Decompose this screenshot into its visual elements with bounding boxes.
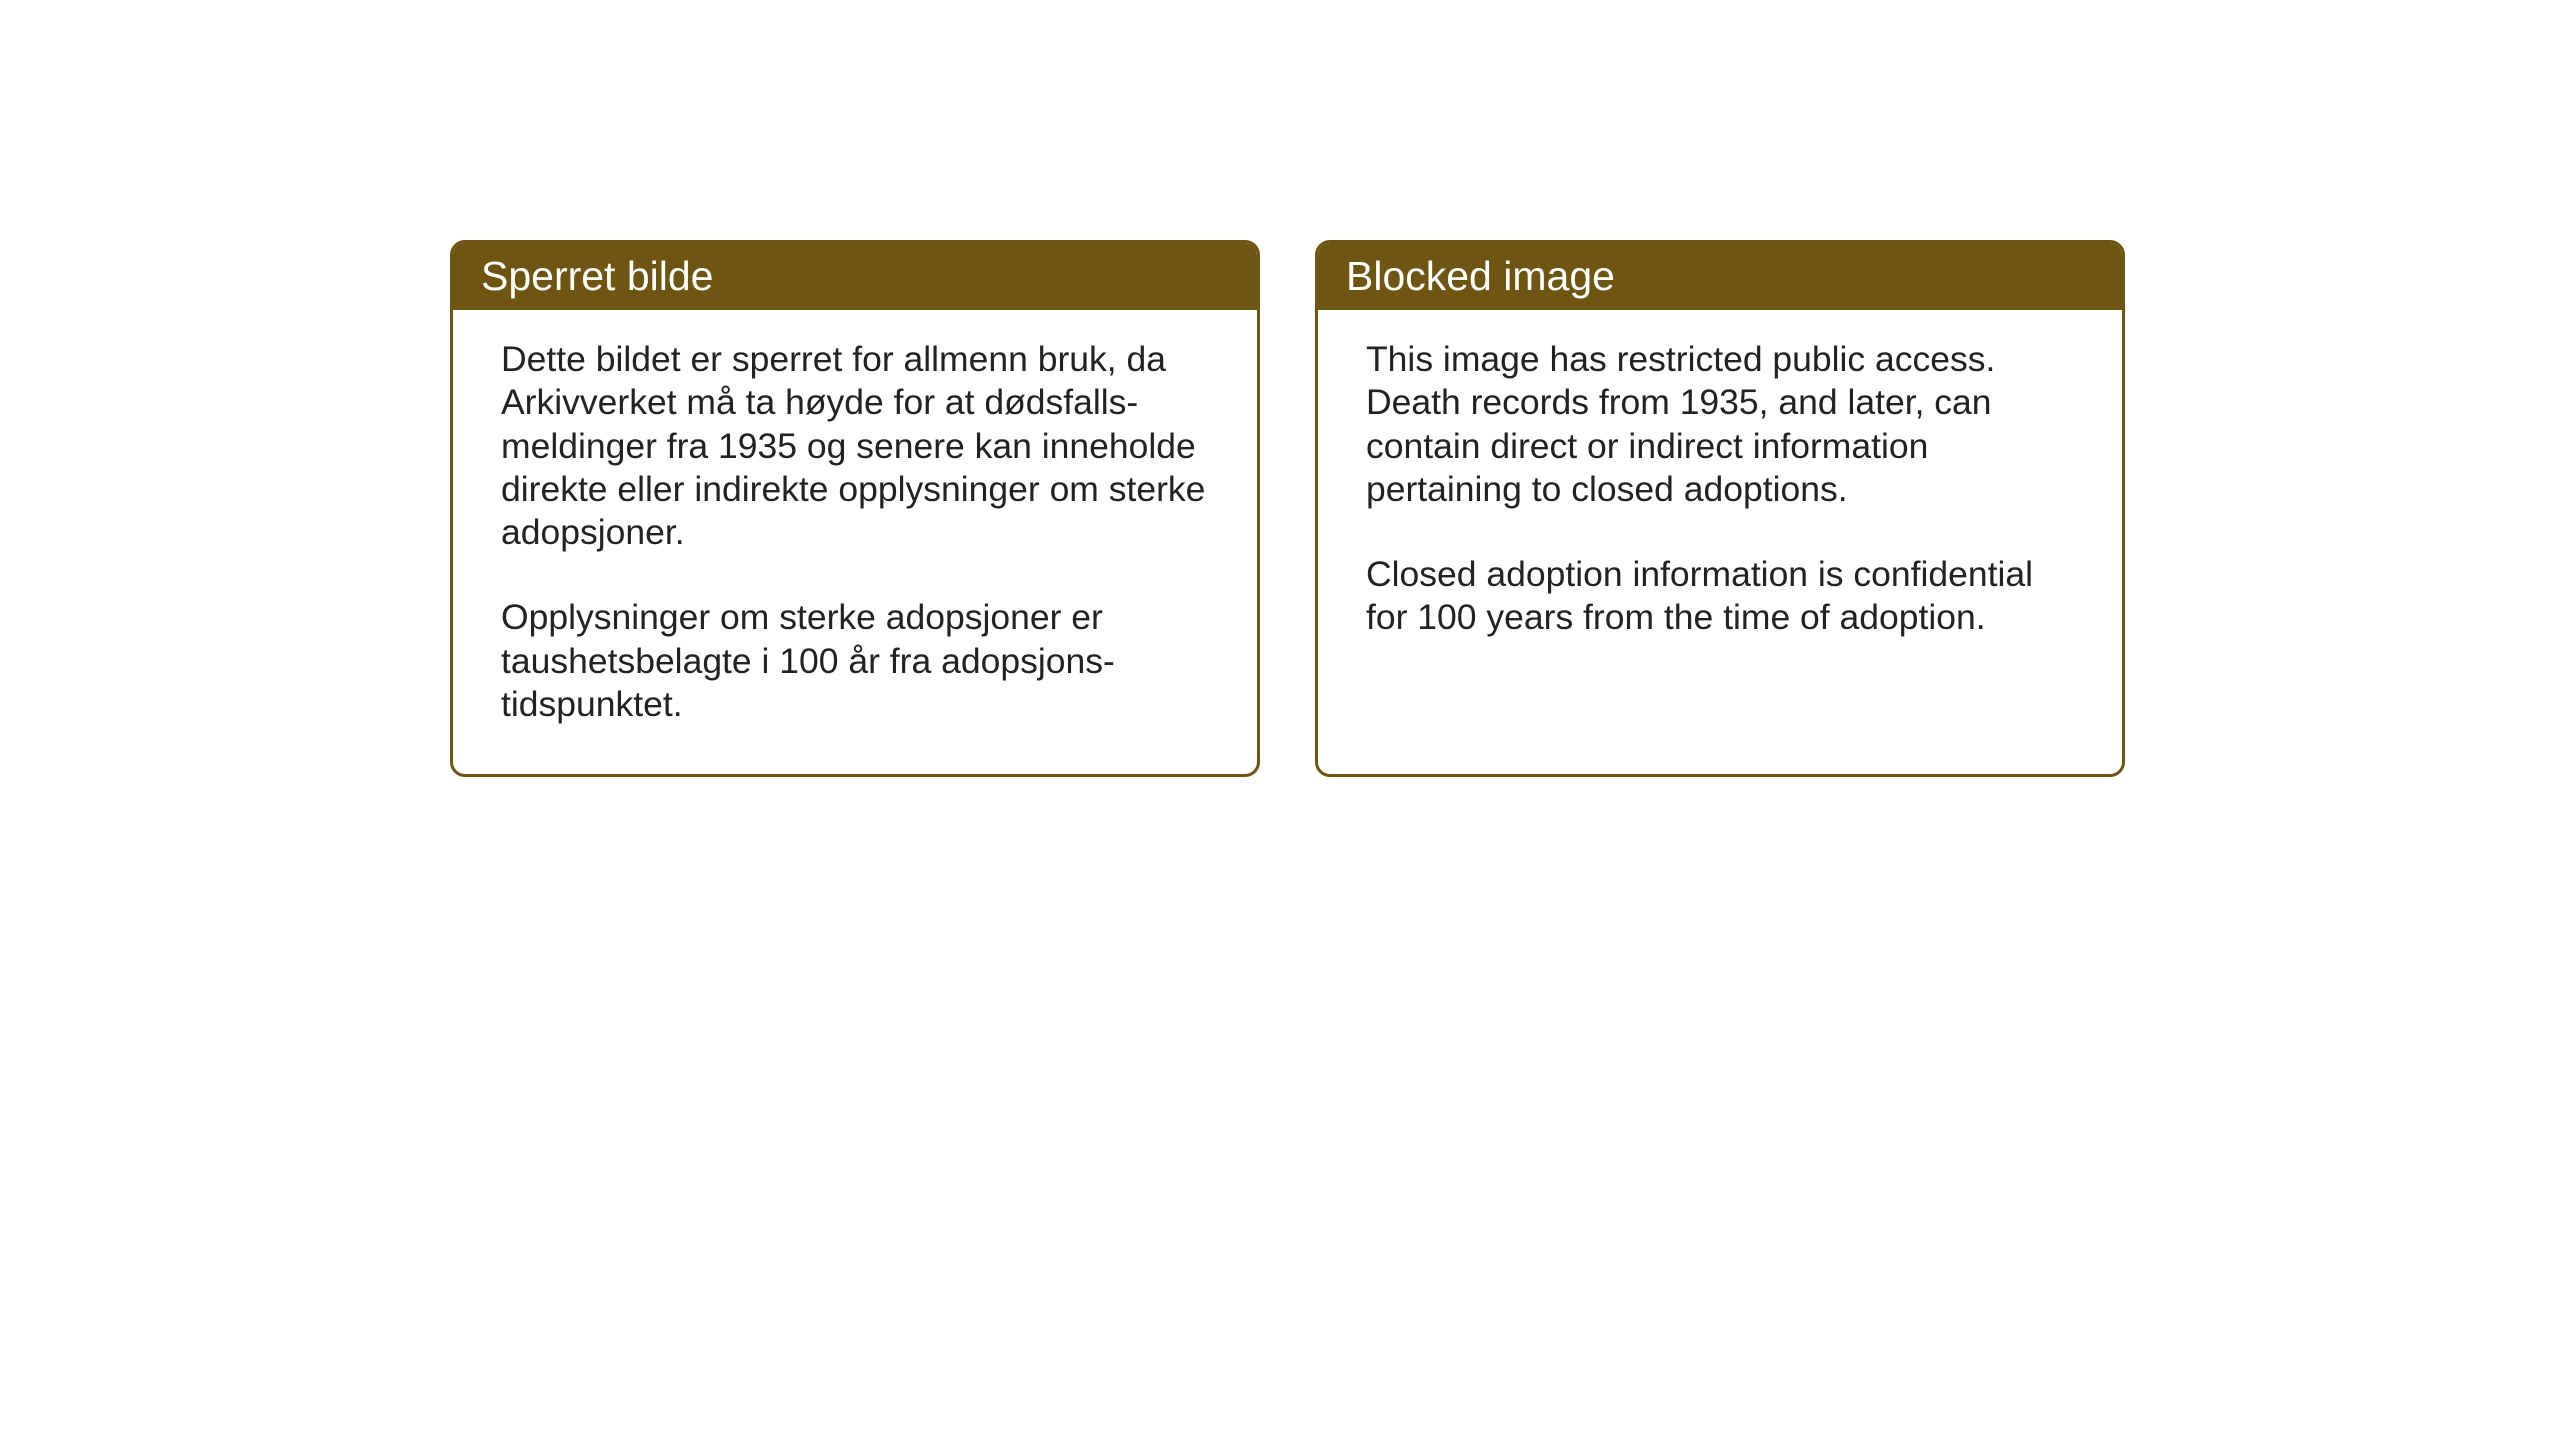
card-title-norwegian: Sperret bilde — [481, 253, 713, 299]
notice-card-english: Blocked image This image has restricted … — [1315, 240, 2125, 777]
cards-container: Sperret bilde Dette bildet er sperret fo… — [450, 240, 2125, 777]
card-paragraph-2-norwegian: Opplysninger om sterke adopsjoner er tau… — [501, 596, 1215, 726]
card-body-english: This image has restricted public access.… — [1318, 310, 2122, 688]
card-header-english: Blocked image — [1318, 243, 2122, 310]
card-title-english: Blocked image — [1346, 253, 1615, 299]
card-paragraph-1-norwegian: Dette bildet er sperret for allmenn bruk… — [501, 338, 1215, 554]
card-body-norwegian: Dette bildet er sperret for allmenn bruk… — [453, 310, 1257, 774]
card-paragraph-1-english: This image has restricted public access.… — [1366, 338, 2080, 511]
card-header-norwegian: Sperret bilde — [453, 243, 1257, 310]
notice-card-norwegian: Sperret bilde Dette bildet er sperret fo… — [450, 240, 1260, 777]
card-paragraph-2-english: Closed adoption information is confident… — [1366, 553, 2080, 640]
